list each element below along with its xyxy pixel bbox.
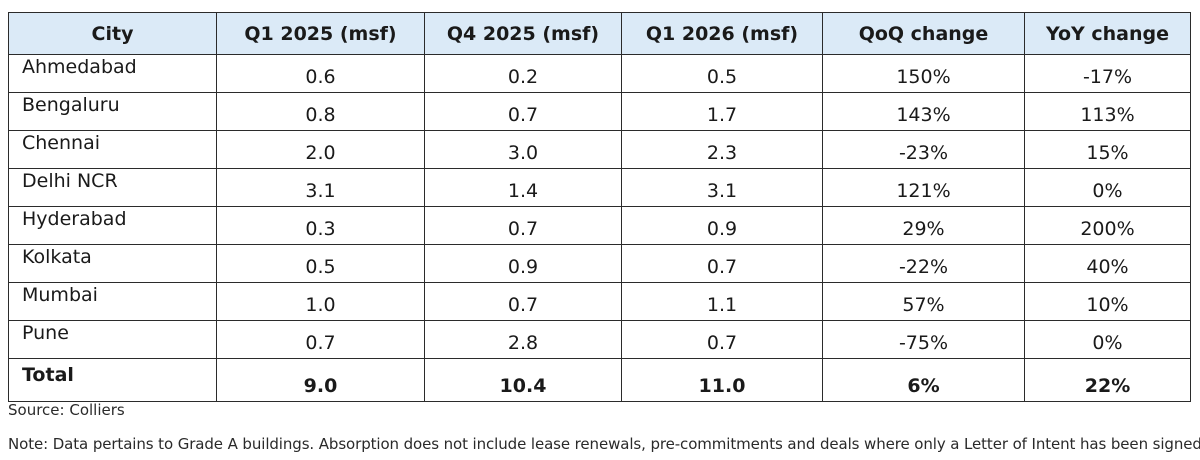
value-cell: 1.7 — [621, 92, 823, 131]
value-cell: 29% — [822, 206, 1025, 245]
value-cell: 2.8 — [424, 320, 622, 359]
value-cell: 1.4 — [424, 168, 622, 207]
city-name-cell: Hyderabad — [8, 206, 217, 245]
value-cell: 0.3 — [216, 206, 425, 245]
value-cell: 1.1 — [621, 282, 823, 321]
value-cell: 0.5 — [621, 54, 823, 93]
value-cell: 2.3 — [621, 130, 823, 169]
total-cell: 10.4 — [424, 358, 622, 402]
value-cell: 57% — [822, 282, 1025, 321]
city-name-cell: Pune — [8, 320, 217, 359]
value-cell: 0.7 — [621, 320, 823, 359]
value-cell: -75% — [822, 320, 1025, 359]
value-cell: 0.2 — [424, 54, 622, 93]
value-cell: 3.0 — [424, 130, 622, 169]
header-city: City — [8, 12, 217, 55]
value-cell: 150% — [822, 54, 1025, 93]
note-text: Note: Data pertains to Grade A buildings… — [8, 435, 1200, 453]
city-name-cell: Delhi NCR — [8, 168, 217, 207]
table-row: Bengaluru 0.8 0.7 1.7 143% 113% — [8, 92, 1191, 131]
header-q1-2025: Q1 2025 (msf) — [216, 12, 425, 55]
value-cell: 0.7 — [424, 206, 622, 245]
total-cell: 6% — [822, 358, 1025, 402]
total-label: Total — [8, 358, 217, 402]
total-cell: 11.0 — [621, 358, 823, 402]
total-cell: 22% — [1024, 358, 1191, 402]
header-qoq-change: QoQ change — [822, 12, 1025, 55]
value-cell: -17% — [1024, 54, 1191, 93]
table-row: Delhi NCR 3.1 1.4 3.1 121% 0% — [8, 168, 1191, 207]
city-name-cell: Kolkata — [8, 244, 217, 283]
table-row: Kolkata 0.5 0.9 0.7 -22% 40% — [8, 244, 1191, 283]
value-cell: 0% — [1024, 320, 1191, 359]
value-cell: 0.7 — [424, 92, 622, 131]
table-row: Hyderabad 0.3 0.7 0.9 29% 200% — [8, 206, 1191, 245]
city-name-cell: Bengaluru — [8, 92, 217, 131]
value-cell: 113% — [1024, 92, 1191, 131]
value-cell: 0.6 — [216, 54, 425, 93]
city-name-cell: Mumbai — [8, 282, 217, 321]
value-cell: 0.7 — [621, 244, 823, 283]
header-yoy-change: YoY change — [1024, 12, 1191, 55]
value-cell: 200% — [1024, 206, 1191, 245]
value-cell: -22% — [822, 244, 1025, 283]
value-cell: 40% — [1024, 244, 1191, 283]
value-cell: 0.5 — [216, 244, 425, 283]
table-row: Ahmedabad 0.6 0.2 0.5 150% -17% — [8, 54, 1191, 93]
value-cell: -23% — [822, 130, 1025, 169]
value-cell: 0.7 — [216, 320, 425, 359]
value-cell: 121% — [822, 168, 1025, 207]
table-row: Chennai 2.0 3.0 2.3 -23% 15% — [8, 130, 1191, 169]
value-cell: 0% — [1024, 168, 1191, 207]
table-row: Mumbai 1.0 0.7 1.1 57% 10% — [8, 282, 1191, 321]
table-total-row: Total 9.0 10.4 11.0 6% 22% — [8, 358, 1191, 402]
value-cell: 3.1 — [621, 168, 823, 207]
value-cell: 1.0 — [216, 282, 425, 321]
header-q1-2026: Q1 2026 (msf) — [621, 12, 823, 55]
value-cell: 143% — [822, 92, 1025, 131]
value-cell: 0.9 — [424, 244, 622, 283]
city-name-cell: Ahmedabad — [8, 54, 217, 93]
total-cell: 9.0 — [216, 358, 425, 402]
value-cell: 10% — [1024, 282, 1191, 321]
value-cell: 0.9 — [621, 206, 823, 245]
absorption-table-container: City Q1 2025 (msf) Q4 2025 (msf) Q1 2026… — [8, 12, 1191, 402]
city-name-cell: Chennai — [8, 130, 217, 169]
source-text: Source: Colliers — [8, 401, 125, 419]
value-cell: 0.8 — [216, 92, 425, 131]
table-row: Pune 0.7 2.8 0.7 -75% 0% — [8, 320, 1191, 359]
absorption-table: City Q1 2025 (msf) Q4 2025 (msf) Q1 2026… — [8, 12, 1191, 402]
value-cell: 0.7 — [424, 282, 622, 321]
value-cell: 3.1 — [216, 168, 425, 207]
value-cell: 2.0 — [216, 130, 425, 169]
header-q4-2025: Q4 2025 (msf) — [424, 12, 622, 55]
table-header-row: City Q1 2025 (msf) Q4 2025 (msf) Q1 2026… — [8, 12, 1191, 55]
value-cell: 15% — [1024, 130, 1191, 169]
